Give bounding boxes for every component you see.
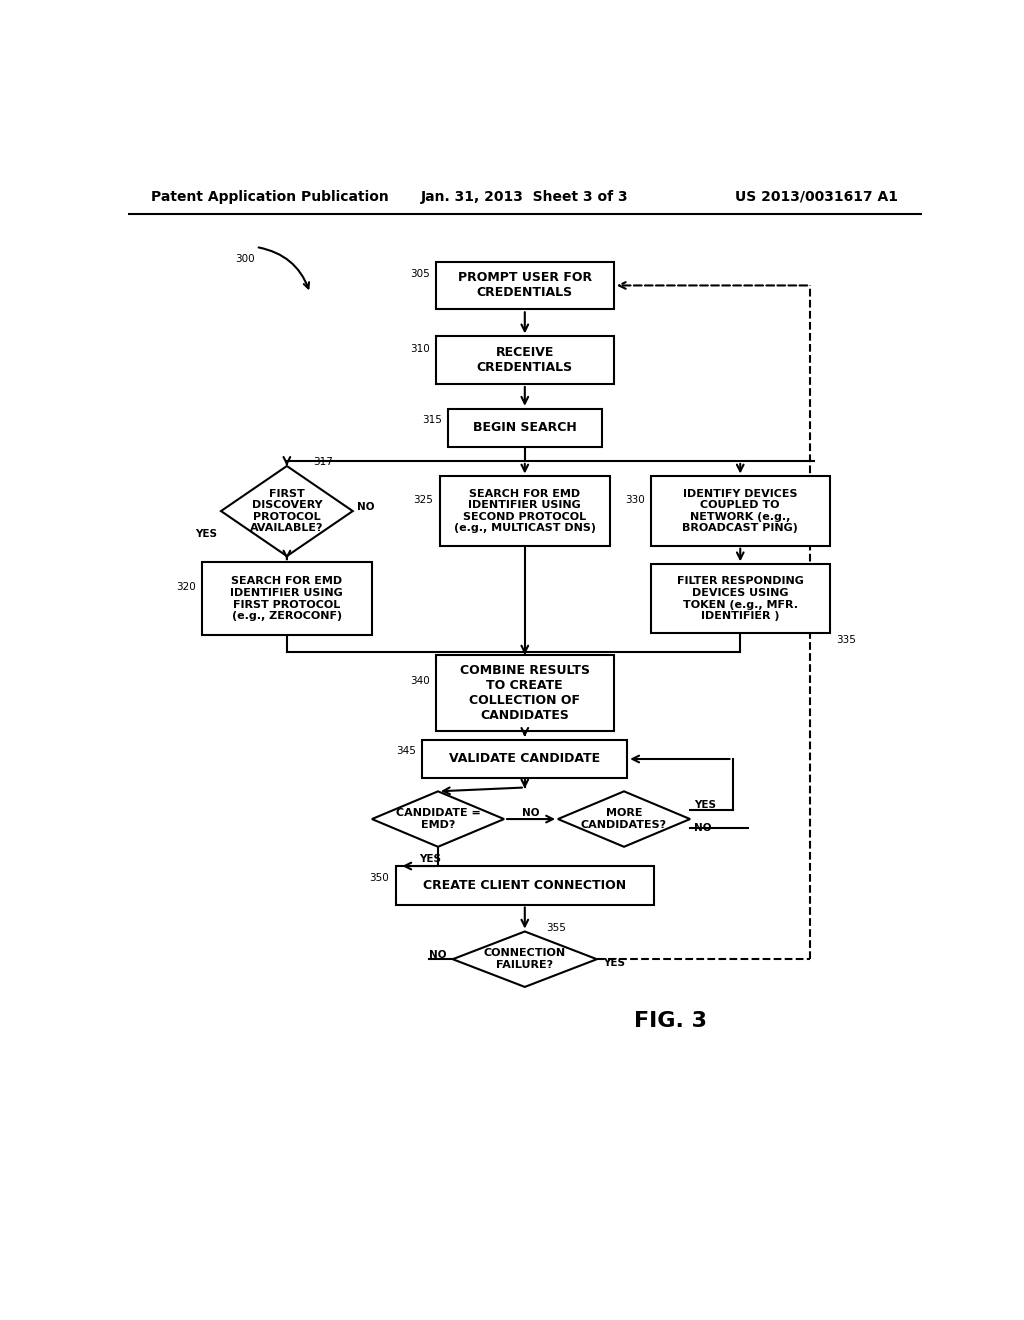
Bar [449,409,601,447]
Text: YES: YES [419,854,441,865]
Bar [422,739,628,779]
Text: COMBINE RESULTS
TO CREATE
COLLECTION OF
CANDIDATES: COMBINE RESULTS TO CREATE COLLECTION OF … [460,664,590,722]
Text: MORE
CANDIDATES?: MORE CANDIDATES? [581,808,667,830]
Text: NO: NO [694,824,712,833]
Text: RECEIVE
CREDENTIALS: RECEIVE CREDENTIALS [477,346,572,374]
Text: 305: 305 [410,269,429,279]
Bar [650,564,829,634]
Bar [435,261,614,309]
Text: 300: 300 [234,253,254,264]
Text: CONNECTION
FAILURE?: CONNECTION FAILURE? [483,948,566,970]
Polygon shape [372,792,504,847]
Text: PROMPT USER FOR
CREDENTIALS: PROMPT USER FOR CREDENTIALS [458,272,592,300]
Text: 315: 315 [422,416,442,425]
Text: CANDIDATE =
EMD?: CANDIDATE = EMD? [395,808,480,830]
Text: Jan. 31, 2013  Sheet 3 of 3: Jan. 31, 2013 Sheet 3 of 3 [421,190,629,203]
Text: NO: NO [429,950,446,961]
Bar [395,866,654,904]
Text: 340: 340 [410,676,429,686]
Text: YES: YES [196,528,217,539]
Text: YES: YES [603,958,625,968]
Text: IDENTIFY DEVICES
COUPLED TO
NETWORK (e.g.,
BROADCAST PING): IDENTIFY DEVICES COUPLED TO NETWORK (e.g… [682,488,798,533]
Bar [435,337,614,384]
Text: 345: 345 [396,746,416,756]
Text: 335: 335 [836,635,856,644]
Text: 325: 325 [414,495,433,504]
Text: YES: YES [694,800,716,810]
Text: FIRST
DISCOVERY
PROTOCOL
AVAILABLE?: FIRST DISCOVERY PROTOCOL AVAILABLE? [250,488,324,533]
Text: SEARCH FOR EMD
IDENTIFIER USING
SECOND PROTOCOL
(e.g., MULTICAST DNS): SEARCH FOR EMD IDENTIFIER USING SECOND P… [454,488,596,533]
Polygon shape [558,792,690,847]
Bar [439,477,610,545]
Text: CREATE CLIENT CONNECTION: CREATE CLIENT CONNECTION [423,879,627,892]
Text: 350: 350 [370,873,389,883]
Text: NO: NO [522,808,540,818]
Bar [202,562,372,635]
Text: US 2013/0031617 A1: US 2013/0031617 A1 [735,190,898,203]
Text: SEARCH FOR EMD
IDENTIFIER USING
FIRST PROTOCOL
(e.g., ZEROCONF): SEARCH FOR EMD IDENTIFIER USING FIRST PR… [230,577,343,622]
Text: 320: 320 [176,582,196,593]
Bar [650,477,829,545]
Text: 330: 330 [625,495,644,504]
Text: FIG. 3: FIG. 3 [634,1011,707,1031]
Text: 355: 355 [547,923,566,933]
Text: BEGIN SEARCH: BEGIN SEARCH [473,421,577,434]
Polygon shape [221,466,352,556]
Text: VALIDATE CANDIDATE: VALIDATE CANDIDATE [450,752,600,766]
Text: NO: NO [356,502,374,512]
Text: 317: 317 [313,457,333,467]
Text: 310: 310 [410,343,429,354]
Text: FILTER RESPONDING
DEVICES USING
TOKEN (e.g., MFR.
IDENTIFIER ): FILTER RESPONDING DEVICES USING TOKEN (e… [677,577,804,622]
Bar [435,655,614,731]
Polygon shape [453,932,597,987]
Text: Patent Application Publication: Patent Application Publication [152,190,389,203]
